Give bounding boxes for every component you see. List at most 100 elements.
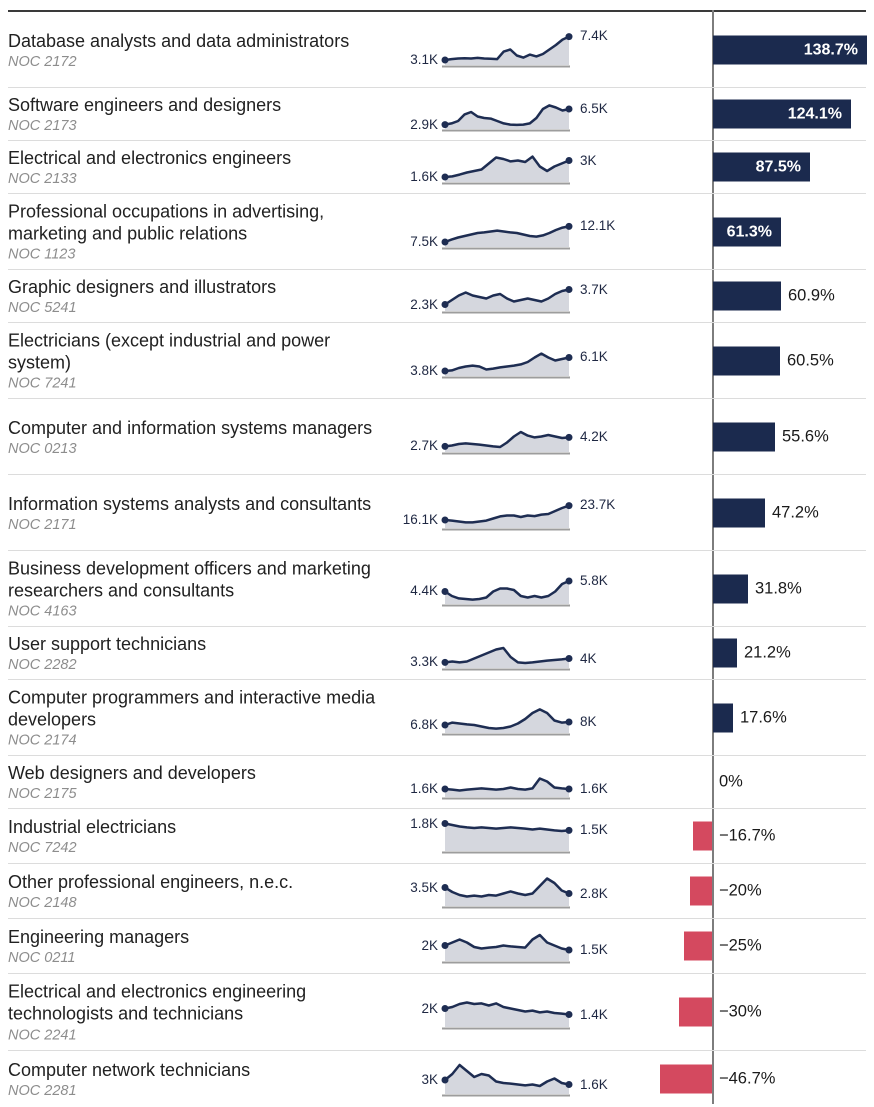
spark-start-value: 2K bbox=[421, 1000, 438, 1016]
occupation-row: Business development officers and market… bbox=[8, 551, 866, 627]
occupation-row: Electricians (except industrial and powe… bbox=[8, 323, 866, 399]
spark-start-value: 2.3K bbox=[410, 296, 438, 312]
occupation-name-block: Engineering managers NOC 0211 bbox=[8, 926, 382, 966]
pct-change-value: −25% bbox=[719, 936, 762, 955]
occupation-name-block: Web designers and developers NOC 2175 bbox=[8, 762, 382, 802]
noc-code: NOC 2148 bbox=[8, 895, 77, 912]
spark-end-value: 4K bbox=[580, 650, 597, 666]
pct-change-bar bbox=[684, 931, 712, 961]
employment-sparkline bbox=[441, 155, 573, 185]
spark-start-value: 16.1K bbox=[402, 511, 438, 527]
employment-sparkline bbox=[441, 707, 573, 735]
pct-change-value: −20% bbox=[719, 881, 762, 900]
spark-end-value: 5.8K bbox=[580, 572, 608, 588]
occupation-row: Database analysts and data administrator… bbox=[8, 12, 867, 88]
employment-sparkline bbox=[441, 351, 573, 378]
employment-sparkline bbox=[441, 777, 573, 800]
occupation-row: User support technicians NOC 2282 3.3K 4… bbox=[8, 627, 866, 680]
noc-code: NOC 2175 bbox=[8, 786, 77, 803]
occupation-row: Engineering managers NOC 0211 2K 1.5K −2… bbox=[8, 919, 866, 974]
pct-change-value: 60.9% bbox=[788, 286, 835, 305]
employment-sparkline bbox=[441, 501, 573, 530]
pct-change-bar bbox=[713, 703, 733, 732]
spark-end-value: 6.5K bbox=[580, 101, 608, 116]
occupation-name-block: User support technicians NOC 2282 bbox=[8, 633, 382, 673]
zero-axis-line bbox=[712, 10, 714, 1104]
occupation-row: Electrical and electronics engineers NOC… bbox=[8, 141, 866, 194]
spark-end-value: 8K bbox=[580, 713, 597, 729]
occupation-name-block: Computer and information systems manager… bbox=[8, 416, 382, 456]
spark-start-value: 3.3K bbox=[410, 654, 438, 670]
pct-change-bar bbox=[713, 281, 781, 311]
employment-sparkline bbox=[441, 1001, 573, 1030]
occupation-name: Business development officers and market… bbox=[8, 558, 371, 601]
noc-code: NOC 1123 bbox=[8, 246, 76, 263]
noc-code: NOC 7242 bbox=[8, 840, 77, 857]
occupation-row: Computer and information systems manager… bbox=[8, 399, 866, 475]
occupation-name-block: Electrical and electronics engineers NOC… bbox=[8, 147, 382, 187]
employment-sparkline bbox=[441, 877, 573, 909]
pct-change-bar: 124.1% bbox=[713, 99, 851, 129]
occupation-name: Engineering managers bbox=[8, 926, 190, 947]
spark-end-value: 23.7K bbox=[580, 497, 616, 513]
noc-code: NOC 2133 bbox=[8, 171, 77, 188]
spark-start-value: 3.8K bbox=[410, 362, 438, 378]
occupation-name: Database analysts and data administrator… bbox=[8, 30, 350, 51]
occupation-name: Graphic designers and illustrators bbox=[8, 276, 277, 297]
pct-change-bar bbox=[693, 821, 712, 851]
pct-change-value: 21.2% bbox=[744, 643, 791, 662]
employment-sparkline bbox=[441, 222, 573, 249]
occupation-name: Electrical and electronics engineering t… bbox=[8, 981, 307, 1024]
spark-end-value: 2.8K bbox=[580, 885, 608, 901]
spark-start-value: 4.4K bbox=[410, 583, 438, 598]
pct-change-value: 124.1% bbox=[787, 105, 842, 123]
spark-start-value: 1.8K bbox=[410, 815, 438, 831]
occupation-name: Professional occupations in advertising,… bbox=[8, 201, 325, 244]
spark-end-value: 1.6K bbox=[580, 1076, 608, 1092]
noc-code: NOC 7241 bbox=[8, 375, 77, 392]
top-border-line bbox=[8, 10, 866, 12]
occupation-name-block: Computer network technicians NOC 2281 bbox=[8, 1059, 382, 1099]
pct-change-bar bbox=[679, 997, 712, 1027]
rows-container: Database analysts and data administrator… bbox=[8, 10, 867, 1107]
occupation-name: Industrial electricians bbox=[8, 816, 177, 837]
occupation-name-block: Electricians (except industrial and powe… bbox=[8, 329, 382, 392]
noc-code: NOC 0213 bbox=[8, 440, 77, 457]
occupation-row: Graphic designers and illustrators NOC 5… bbox=[8, 270, 866, 323]
employment-sparkline bbox=[441, 32, 573, 67]
occupation-row: Other professional engineers, n.e.c. NOC… bbox=[8, 864, 866, 919]
occupation-name: Computer network technicians bbox=[8, 1059, 251, 1080]
spark-start-value: 1.6K bbox=[410, 781, 438, 796]
occupation-name: Software engineers and designers bbox=[8, 94, 282, 115]
occupation-name: Web designers and developers bbox=[8, 762, 256, 783]
pct-change-value: −30% bbox=[719, 1002, 762, 1021]
noc-code: NOC 2172 bbox=[8, 53, 77, 70]
spark-end-value: 12.1K bbox=[580, 217, 616, 233]
occupation-name-block: Information systems analysts and consult… bbox=[8, 492, 382, 532]
pct-change-value: −16.7% bbox=[719, 826, 776, 845]
pct-change-value: 0% bbox=[719, 772, 743, 791]
pct-change-bar bbox=[660, 1064, 712, 1094]
spark-start-value: 3.5K bbox=[410, 879, 438, 895]
occupation-name: Electricians (except industrial and powe… bbox=[8, 330, 331, 373]
occupation-name-block: Database analysts and data administrator… bbox=[8, 29, 382, 69]
occupation-name-block: Other professional engineers, n.e.c. NOC… bbox=[8, 871, 382, 911]
pct-change-value: 47.2% bbox=[772, 503, 819, 521]
employment-sparkline bbox=[441, 577, 573, 606]
pct-change-bar bbox=[713, 638, 737, 668]
noc-code: NOC 4163 bbox=[8, 603, 77, 620]
occupation-row: Computer network technicians NOC 2281 3K… bbox=[8, 1051, 866, 1107]
noc-code: NOC 2241 bbox=[8, 1027, 77, 1044]
employment-sparkline bbox=[441, 104, 573, 132]
occupation-name: Computer programmers and interactive med… bbox=[8, 687, 376, 730]
employment-sparkline bbox=[441, 646, 573, 671]
pct-change-value: 138.7% bbox=[803, 41, 858, 58]
occupation-name: Computer and information systems manager… bbox=[8, 417, 373, 438]
occupation-row: Electrical and electronics engineering t… bbox=[8, 974, 866, 1051]
occupation-name-block: Software engineers and designers NOC 217… bbox=[8, 94, 382, 134]
pct-change-bar bbox=[713, 346, 780, 375]
pct-change-bar: 87.5% bbox=[713, 152, 810, 182]
spark-end-value: 1.5K bbox=[580, 822, 608, 838]
occupation-row: Information systems analysts and consult… bbox=[8, 475, 866, 551]
